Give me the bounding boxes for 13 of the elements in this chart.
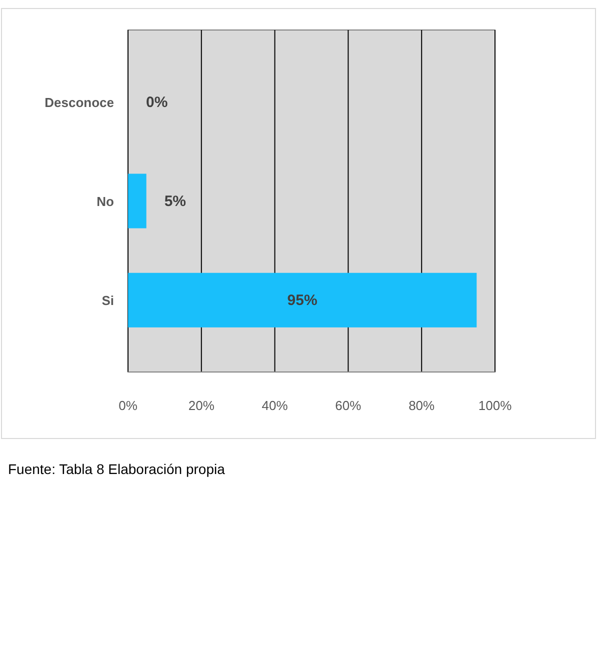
- x-tick-label: 20%: [188, 398, 215, 413]
- x-tick-label: 60%: [335, 398, 362, 413]
- y-tick-label: Si: [102, 293, 114, 308]
- x-tick-label: 0%: [118, 398, 138, 413]
- x-tick-label: 100%: [478, 398, 512, 413]
- data-label: 5%: [164, 193, 186, 210]
- y-tick-label: No: [96, 194, 114, 209]
- x-tick-label: 40%: [262, 398, 288, 413]
- source-note: Fuente: Tabla 8 Elaboración propia: [8, 461, 226, 477]
- x-tick-label: 80%: [408, 398, 436, 413]
- y-tick-label: Desconoce: [44, 94, 114, 110]
- data-label: 0%: [146, 94, 168, 111]
- data-label: 95%: [287, 292, 318, 310]
